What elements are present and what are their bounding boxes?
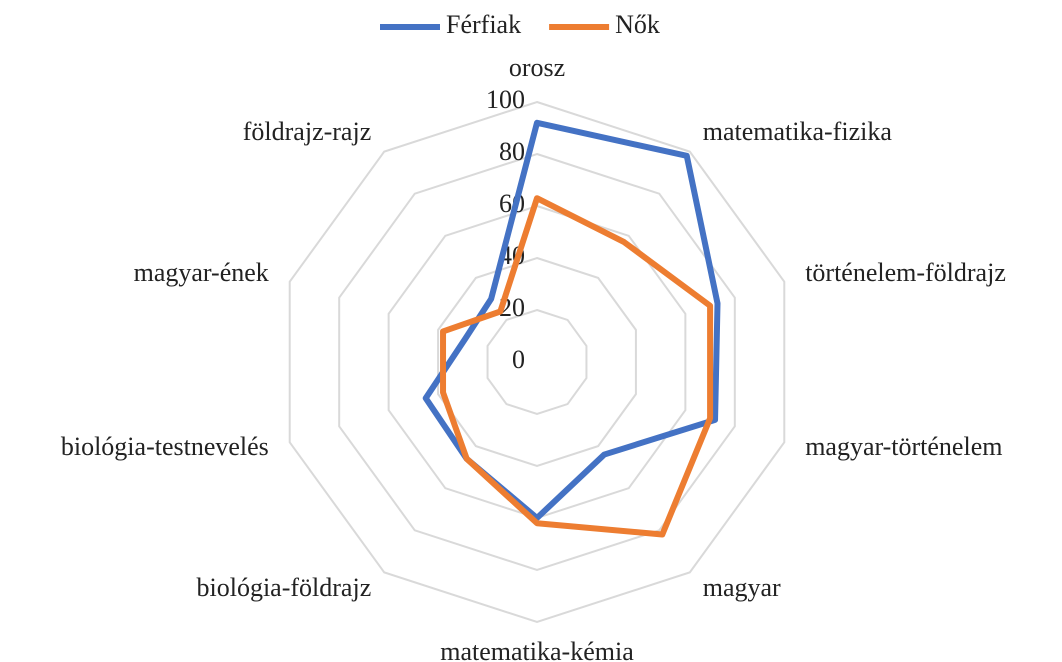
r-tick-label: 100 (486, 85, 525, 114)
category-label: magyar (703, 573, 781, 602)
legend-label: Férfiak (446, 10, 521, 39)
category-label: biológia-földrajz (197, 573, 372, 602)
category-label: orosz (509, 53, 565, 82)
r-tick-label: 80 (499, 137, 525, 166)
category-label: matematika-kémia (440, 637, 634, 662)
category-label: magyar-történelem (805, 432, 1002, 461)
category-label: történelem-földrajz (805, 258, 1006, 287)
grid-ring (288, 100, 786, 624)
series-line (440, 195, 714, 538)
series-line (422, 119, 721, 521)
r-tick-label: 0 (512, 345, 525, 374)
category-label: matematika-fizika (703, 117, 893, 146)
grid-ring (437, 256, 637, 468)
category-label: biológia-testnevelés (61, 432, 269, 461)
legend-label: Nők (615, 10, 660, 39)
category-label: földrajz-rajz (243, 117, 371, 146)
grid-ring (486, 308, 588, 416)
category-label: magyar-ének (134, 258, 269, 287)
